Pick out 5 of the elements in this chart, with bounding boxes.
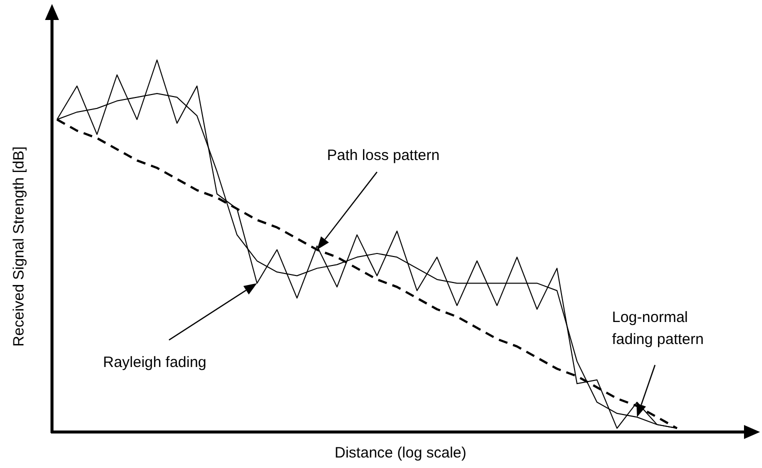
annotation: Path loss pattern	[327, 147, 440, 164]
annotation: Log-normal fading pattern	[612, 309, 704, 348]
x-axis-title: Distance (log scale)	[334, 444, 466, 462]
y-axis-title: Received Signal Strength [dB]	[10, 146, 28, 347]
annotation: Rayleigh fading	[103, 354, 206, 371]
